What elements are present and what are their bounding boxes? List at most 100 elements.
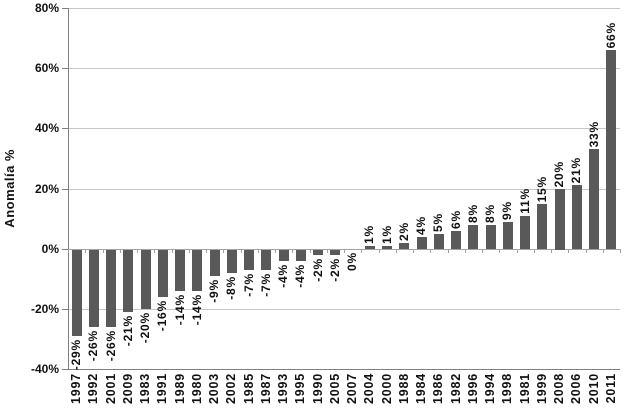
gridline [68,68,620,69]
category-tick [396,249,397,253]
bar [365,246,375,249]
bar [106,250,116,327]
x-category-label: 1999 [535,373,549,405]
bar [537,204,547,249]
category-tick [603,249,604,253]
y-tick-label: 20% [34,182,59,196]
bar-value-label: -16% [155,300,169,332]
y-axis-tick [62,249,68,250]
bar-value-label: 0% [345,252,359,271]
category-tick [344,249,345,253]
bar-value-label: 9% [500,201,514,220]
bar [417,237,427,249]
category-tick [361,249,362,253]
bar [503,222,513,249]
bar-value-label: 20% [552,160,566,187]
bar [244,250,254,270]
bar-value-label: -21% [121,315,135,347]
category-tick [482,249,483,253]
y-axis-tick [62,128,68,129]
x-axis-line [68,369,620,370]
category-tick [379,249,380,253]
x-category-label: 1995 [293,373,307,405]
bar-value-label: -26% [86,330,100,362]
bar-value-label: -29% [69,339,83,371]
category-tick [413,249,414,253]
y-tick-label: 0% [41,242,59,256]
x-category-label: 1983 [138,373,152,405]
x-category-label: 1988 [397,373,411,405]
x-category-label: 1998 [500,373,514,405]
bar [330,250,340,255]
x-category-label: 1996 [466,373,480,405]
bar-value-label: -7% [259,273,273,297]
bar-value-label: 8% [466,204,480,223]
bar [555,189,565,250]
y-tick-label: -20% [30,302,59,316]
y-tick-label: 80% [34,1,59,15]
x-category-label: 1986 [431,373,445,405]
gridline [68,128,620,129]
bar [382,246,392,249]
bar-value-label: -2% [311,258,325,282]
x-category-label: 1981 [518,373,532,405]
category-tick [154,249,155,253]
gridline [68,8,620,9]
x-category-label: 2002 [224,373,238,405]
category-tick [551,249,552,253]
bar [175,250,185,291]
bar-value-label: -4% [276,264,290,288]
x-category-label: 2001 [104,373,118,405]
category-tick [85,249,86,253]
y-axis-tick [62,189,68,190]
bar [434,234,444,249]
category-tick [206,249,207,253]
bar [192,250,202,291]
bar [520,216,530,249]
bar-value-label: -8% [224,276,238,300]
category-tick [189,249,190,253]
category-tick [465,249,466,253]
x-category-label: 2006 [569,373,583,405]
gridline [68,309,620,310]
bar-value-label: -20% [138,312,152,344]
category-tick [275,249,276,253]
bar [572,185,582,249]
category-tick [258,249,259,253]
bar-value-label: 1% [362,225,376,244]
category-tick [517,249,518,253]
x-category-label: 1993 [276,373,290,405]
bar [399,243,409,249]
bar-value-label: -14% [173,294,187,326]
x-category-label: 2000 [380,373,394,405]
bar [72,250,82,336]
x-category-label: 1987 [259,373,273,405]
bar-value-label: 15% [535,175,549,202]
x-category-label: 1990 [311,373,325,405]
bar-value-label: 1% [380,225,394,244]
bar-value-label: 11% [518,188,532,214]
category-tick [68,249,69,253]
y-axis-tick [62,309,68,310]
category-tick [292,249,293,253]
x-category-label: 1992 [86,373,100,405]
bar-value-label: -26% [104,330,118,362]
category-tick [620,249,621,253]
y-tick-label: 60% [34,61,59,75]
x-category-label: 1989 [173,373,187,405]
bar [89,250,99,327]
category-tick [120,249,121,253]
bar-value-label: 2% [397,222,411,241]
y-axis-tick [62,369,68,370]
x-category-label: 2011 [604,373,618,404]
bar [606,50,616,249]
category-tick [534,249,535,253]
bar-value-label: 4% [414,216,428,235]
category-tick [430,249,431,253]
bar [158,250,168,297]
x-category-label: 2009 [121,373,135,405]
bar [210,250,220,276]
bar [589,149,599,249]
x-category-label: 2008 [552,373,566,405]
